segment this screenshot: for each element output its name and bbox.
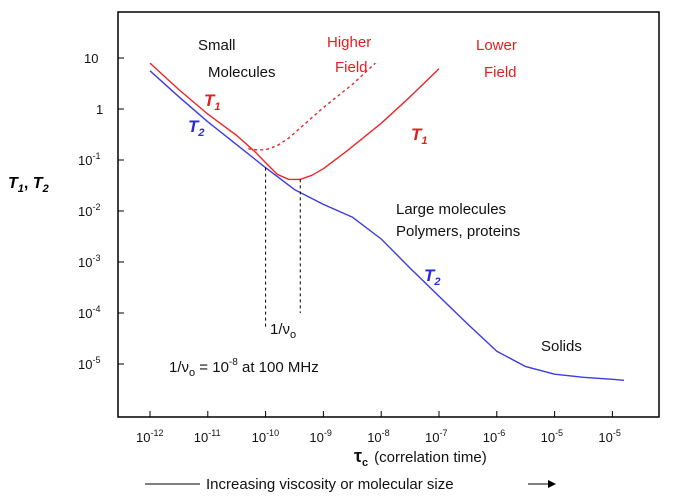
x-tick-label: 10-10 <box>252 428 279 445</box>
y-tick-label: 10-5 <box>78 355 100 372</box>
label-nu-equation: 1/νo = 10-8 at 100 MHz <box>169 357 319 379</box>
y-tick-label: 10 <box>84 51 98 66</box>
label-lower-field: Lower <box>476 37 517 54</box>
x-tick-label: 10-8 <box>367 428 389 445</box>
label-small-molecules-2: Molecules <box>208 64 276 81</box>
x-tick-label: 10-5 <box>541 428 563 445</box>
x-axis-ticks: 10-12 10-11 10-10 10-9 10-8 10-7 10-6 10-5 10-5 <box>136 411 621 445</box>
plot-frame <box>117 11 660 418</box>
x-tick-label: 10-12 <box>136 428 163 445</box>
series-line <box>149 62 440 181</box>
label-solids: Solids <box>541 338 582 355</box>
label-large-molecules: Large molecules <box>396 201 506 218</box>
x-tick-label: 10-11 <box>194 428 221 445</box>
caption-arrow-icon <box>548 480 556 488</box>
y-tick-label: 10-2 <box>78 202 100 219</box>
y-tick-label: 10-4 <box>78 304 100 321</box>
x-tick-label: 10-6 <box>483 428 505 445</box>
guide-lines <box>265 167 301 329</box>
label-higher-field: Higher <box>327 34 371 51</box>
series-layer <box>149 62 625 381</box>
label-t2-left: T2 <box>188 117 205 139</box>
label-t2-right: T2 <box>424 266 441 288</box>
series-line <box>248 62 376 151</box>
y-axis-label: T1, T2 <box>8 175 49 195</box>
y-tick-label: 10-3 <box>78 253 100 270</box>
y-tick-label: 1 <box>96 102 103 117</box>
label-t1-left: T1 <box>204 91 221 113</box>
bottom-caption: Increasing viscosity or molecular size <box>206 476 454 493</box>
label-t1-right: T1 <box>411 125 428 147</box>
x-axis-label: τc (correlation time) <box>354 446 487 469</box>
label-nu: 1/νo <box>270 321 296 341</box>
label-higher-field-2: Field <box>335 59 368 76</box>
x-tick-label: 10-7 <box>425 428 447 445</box>
label-polymers: Polymers, proteins <box>396 223 520 240</box>
x-tick-label: 10-9 <box>309 428 331 445</box>
label-lower-field-2: Field <box>484 64 517 81</box>
x-tick-label: 10-5 <box>598 428 620 445</box>
y-tick-label: 10-1 <box>78 151 100 168</box>
y-axis-ticks: 10 1 10-1 10-2 10-3 10-4 10-5 <box>78 51 124 372</box>
label-small-molecules: Small <box>198 37 236 54</box>
series-line <box>149 70 625 381</box>
